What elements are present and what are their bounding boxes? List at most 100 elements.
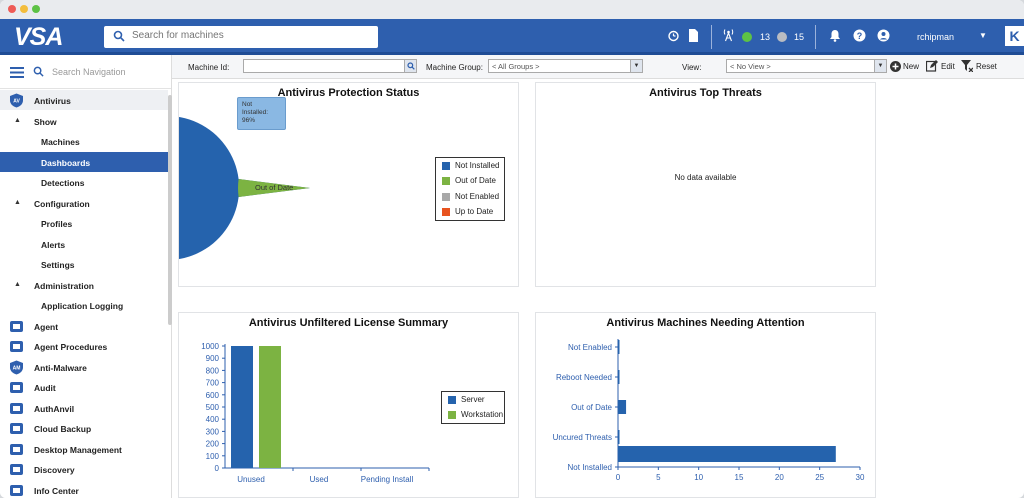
network-tower-icon[interactable] <box>722 28 735 42</box>
sidebar-item-antivirus[interactable]: AV Antivirus <box>0 90 168 110</box>
sidebar-item-info-center[interactable]: Info Center <box>0 480 168 498</box>
reset-button[interactable]: Reset <box>976 62 997 71</box>
license-summary-panel: Antivirus Unfiltered License Summary 0 10… <box>178 312 519 498</box>
new-plus-icon[interactable] <box>890 61 901 72</box>
new-button[interactable]: New <box>903 62 920 71</box>
view-dropdown-chevron-icon[interactable]: ▼ <box>874 59 887 73</box>
document-icon[interactable] <box>688 29 699 42</box>
sidebar-item-authanvil[interactable]: AuthAnvil <box>0 398 168 418</box>
user-menu-chevron-icon[interactable]: ▼ <box>979 31 987 40</box>
machine-search-input[interactable] <box>132 30 372 41</box>
y-tick-label: 900 <box>206 354 220 363</box>
sidebar-item-show[interactable]: ▲ Show <box>0 111 168 131</box>
expand-caret-icon[interactable]: ▲ <box>14 198 21 206</box>
view-select[interactable]: < No View > <box>726 59 878 73</box>
help-icon[interactable]: ? <box>853 29 866 42</box>
sidebar-item-detections[interactable]: Detections <box>0 172 168 192</box>
sidebar-item-application-logging[interactable]: Application Logging <box>0 295 168 315</box>
filter-reset-icon[interactable] <box>961 60 973 72</box>
license-summary-title: Antivirus Unfiltered License Summary <box>248 317 449 329</box>
bar-workstation-unused[interactable] <box>259 346 281 468</box>
maximize-window-button[interactable] <box>32 5 40 13</box>
kaseya-brand-button[interactable]: K <box>1005 26 1024 46</box>
cloud-backup-icon <box>9 421 24 436</box>
legend-item[interactable]: Up to Date <box>442 207 493 216</box>
legend-item[interactable]: Not Enabled <box>442 192 499 201</box>
sidebar-item-audit[interactable]: Audit <box>0 377 168 397</box>
y-tick-label: 300 <box>206 427 220 436</box>
toolbar-divider <box>711 25 712 49</box>
protection-status-title: Antivirus Protection Status <box>277 87 420 99</box>
legend-swatch <box>442 161 450 170</box>
sidebar-item-cloud-backup[interactable]: Cloud Backup <box>0 418 168 438</box>
legend-item[interactable]: Out of Date <box>442 176 496 185</box>
sidebar-item-label: Application Logging <box>41 301 124 311</box>
authanvil-icon <box>9 401 24 416</box>
close-window-button[interactable] <box>8 5 16 13</box>
sidebar-scrollbar[interactable] <box>168 95 172 325</box>
pie-tooltip: Not Installed: 96% <box>237 97 286 130</box>
anti-malware-icon: AM <box>9 360 24 375</box>
minimize-window-button[interactable] <box>20 5 28 13</box>
bell-icon[interactable] <box>829 29 841 42</box>
legend-item[interactable]: Not Installed <box>442 161 499 170</box>
legend-label: Not Enabled <box>455 192 500 201</box>
machine-id-search-button[interactable] <box>404 59 417 73</box>
info-center-icon <box>9 483 24 498</box>
expand-caret-icon[interactable]: ▲ <box>14 280 21 288</box>
machine-id-input[interactable] <box>243 59 405 73</box>
nav-search-placeholder[interactable]: Search Navigation <box>52 67 126 77</box>
expand-caret-icon[interactable]: ▲ <box>14 116 21 124</box>
y-tick-label: 0 <box>215 464 220 473</box>
y-tick-label: 100 <box>206 452 220 461</box>
nav-search[interactable]: Search Navigation <box>0 55 171 89</box>
license-summary-bar-chart: 0 100 200 300 400 500 600 700 800 900 1000 Unused Us… <box>201 342 430 484</box>
protection-status-legend: Not Installed Out of Date Not Enabled Up… <box>435 157 505 221</box>
sidebar-item-desktop-management[interactable]: Desktop Management <box>0 439 168 459</box>
sidebar-item-anti-malware[interactable]: AM Anti-Malware <box>0 357 168 377</box>
legend-label: Out of Date <box>455 176 496 185</box>
sidebar-item-alerts[interactable]: Alerts <box>0 234 168 254</box>
edit-button[interactable]: Edit <box>941 62 955 71</box>
machine-group-dropdown-chevron-icon[interactable]: ▼ <box>630 59 643 73</box>
sidebar-item-agent[interactable]: Agent <box>0 316 168 336</box>
sidebar-item-label: Administration <box>34 280 94 291</box>
sidebar-item-dashboards[interactable]: Dashboards <box>0 151 168 172</box>
sidebar-item-profiles[interactable]: Profiles <box>0 213 168 233</box>
svg-text:?: ? <box>857 31 863 41</box>
sidebar-item-machines[interactable]: Machines <box>0 131 168 151</box>
offline-count: 15 <box>794 32 805 42</box>
protection-status-pie-chart: Not Installed Out of Date <box>179 117 399 259</box>
user-avatar-icon[interactable] <box>877 29 890 42</box>
bar-not-installed[interactable] <box>618 446 836 462</box>
legend-item[interactable]: Workstation <box>448 410 503 419</box>
sidebar-item-label: Detections <box>41 178 85 188</box>
username-label[interactable]: rchipman <box>917 32 955 42</box>
sidebar-item-settings[interactable]: Settings <box>0 254 168 274</box>
bar-uncured-threats[interactable] <box>618 430 620 444</box>
legend-item[interactable]: Server <box>448 395 485 404</box>
edit-icon[interactable] <box>926 60 938 72</box>
x-tick-label: 20 <box>775 473 784 482</box>
machine-group-select[interactable]: < All Groups > <box>488 59 633 73</box>
bar-out-of-date[interactable] <box>618 400 627 414</box>
top-threats-panel: Antivirus Top Threats No data available <box>535 82 876 287</box>
bar-not-enabled[interactable] <box>618 340 620 354</box>
sidebar-item-label: Desktop Management <box>34 444 122 455</box>
alarm-clock-icon[interactable] <box>667 29 680 42</box>
top-threats-title: Antivirus Top Threats <box>649 87 762 99</box>
y-tick-label: Reboot Needed <box>556 373 612 382</box>
bar-server-unused[interactable] <box>231 346 253 468</box>
bar-reboot-needed[interactable] <box>618 370 620 384</box>
sidebar-item-discovery[interactable]: Discovery <box>0 459 168 479</box>
sidebar-item-agent-procedures[interactable]: Agent Procedures <box>0 336 168 356</box>
machine-search-box[interactable] <box>104 26 378 48</box>
sidebar-item-configuration[interactable]: ▲ Configuration <box>0 193 168 213</box>
sidebar-item-administration[interactable]: ▲ Administration <box>0 275 168 295</box>
x-tick-label: 15 <box>735 473 744 482</box>
pie-slice-out-of-date[interactable] <box>238 179 310 197</box>
hamburger-menu-icon[interactable] <box>10 67 24 78</box>
agent-icon <box>9 319 24 334</box>
window-titlebar <box>0 0 1024 19</box>
sidebar-item-label: AuthAnvil <box>34 403 75 414</box>
